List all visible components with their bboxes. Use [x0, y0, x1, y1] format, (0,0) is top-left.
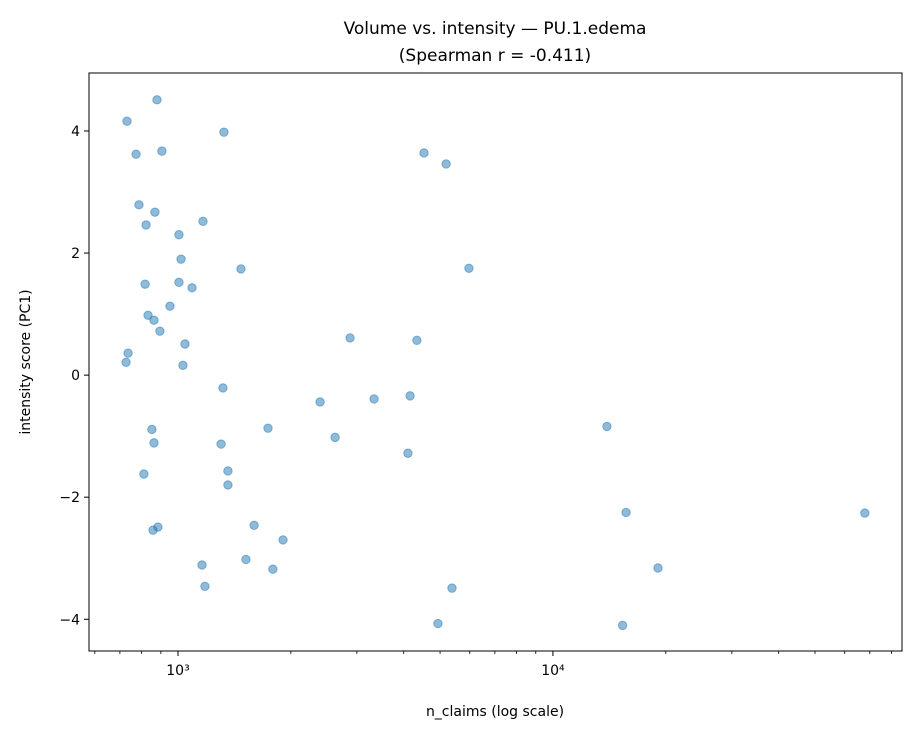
- data-point: [441, 159, 451, 169]
- data-point: [134, 200, 144, 210]
- data-point: [315, 397, 325, 407]
- data-point: [143, 310, 153, 321]
- x-tick-label: 10³: [166, 663, 189, 679]
- data-point: [249, 520, 259, 530]
- y-tick-label: 0: [71, 368, 80, 384]
- chart-subtitle: (Spearman r = -0.411): [399, 46, 591, 66]
- data-point: [197, 560, 207, 570]
- data-point: [157, 146, 167, 156]
- data-point: [200, 581, 210, 592]
- data-point: [412, 335, 422, 346]
- y-tick-label: −2: [59, 490, 80, 506]
- data-point: [621, 507, 631, 518]
- data-point: [141, 220, 151, 230]
- data-point: [345, 333, 355, 343]
- data-point: [155, 326, 165, 336]
- data-point: [268, 564, 278, 574]
- data-point: [178, 360, 188, 371]
- data-point: [147, 424, 157, 435]
- data-point: [198, 216, 208, 227]
- data-point: [653, 563, 663, 573]
- data-point: [122, 116, 132, 126]
- data-point: [121, 357, 131, 368]
- data-point: [617, 620, 628, 631]
- data-point: [236, 264, 246, 274]
- data-point: [150, 207, 160, 217]
- data-point: [223, 480, 233, 490]
- data-point: [433, 618, 443, 629]
- data-point: [405, 391, 415, 401]
- data-point: [180, 339, 190, 349]
- data-point: [218, 383, 228, 393]
- data-point: [464, 263, 474, 274]
- data-point: [148, 525, 158, 535]
- data-point: [187, 283, 197, 293]
- y-tick-label: 4: [71, 124, 80, 140]
- data-point: [123, 348, 133, 358]
- data-point: [369, 394, 379, 404]
- points-layer: [121, 95, 870, 631]
- y-tick-label: −4: [59, 612, 80, 628]
- axes: 4 2 0 −2 −4 10³ 10⁴: [59, 124, 892, 679]
- data-point: [149, 438, 159, 448]
- data-point: [140, 279, 150, 289]
- x-axis-label: n_claims (log scale): [426, 704, 564, 720]
- data-point: [152, 95, 162, 105]
- data-point: [241, 554, 251, 565]
- data-point: [263, 423, 273, 433]
- data-point: [174, 230, 184, 240]
- y-axis-label: intensity score (PC1): [18, 289, 34, 434]
- data-point: [419, 148, 429, 158]
- data-point: [216, 439, 226, 449]
- data-point: [131, 149, 141, 159]
- y-tick-label: 2: [71, 246, 80, 262]
- data-point: [602, 421, 612, 432]
- data-point: [176, 254, 186, 264]
- data-point: [403, 448, 413, 458]
- x-tick-label: 10⁴: [541, 663, 565, 679]
- data-point: [223, 466, 233, 476]
- data-point: [165, 301, 175, 311]
- data-point: [330, 432, 340, 443]
- plot-frame: [88, 72, 903, 652]
- data-point: [174, 277, 184, 288]
- data-point: [219, 127, 229, 137]
- data-point: [447, 583, 457, 593]
- data-point: [860, 508, 870, 518]
- data-point: [149, 315, 159, 325]
- chart-title: Volume vs. intensity — PU.1.edema: [344, 19, 647, 39]
- data-point: [278, 535, 288, 545]
- data-point: [139, 469, 149, 479]
